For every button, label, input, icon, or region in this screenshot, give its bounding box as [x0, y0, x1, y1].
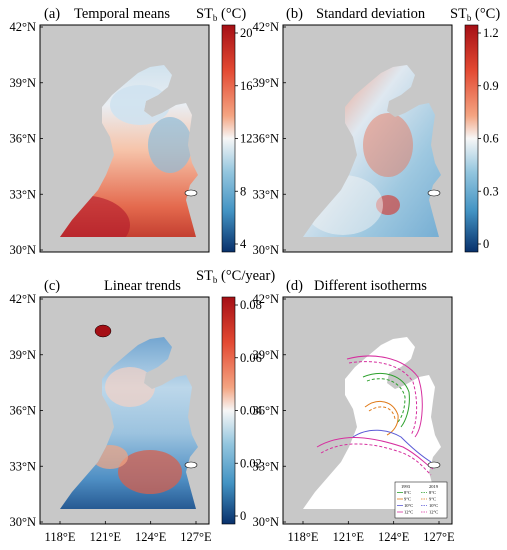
- colorbar-b: [464, 24, 479, 253]
- lon-tick-label: 127°E: [180, 530, 212, 544]
- legend-item-2019: 9°C: [429, 497, 436, 502]
- colorbar-tick-label: 16: [240, 79, 253, 93]
- colorbar-tick-label: 8: [240, 184, 246, 198]
- colorbar-tick-label: 0.06: [240, 351, 262, 365]
- legend-item-1993: 10°C: [404, 503, 413, 508]
- isotherm-lines: [316, 355, 434, 476]
- lat-tick-label: 42°N: [9, 20, 36, 34]
- lat-tick-label: 39°N: [252, 348, 279, 362]
- lon-tick-label: 124°E: [135, 530, 167, 544]
- lat-tick-label: 42°N: [252, 20, 279, 34]
- colorbar-tick-label: 12: [240, 132, 253, 146]
- lon-tick-label: 118°E: [45, 530, 76, 544]
- panel-c: [39, 296, 210, 525]
- lon-tick-label: 127°E: [423, 530, 455, 544]
- latitude-ticks: 42°N 39°N 36°N 33°N 30°N 42°N 39°N 36°N 33°N 30°N…: [9, 20, 286, 529]
- colorbar-ticks: 20 16 12 8 4 1.2 0.9 0.6 0.3 0 0.08 0.06 0.04 0.02 0: [235, 26, 499, 523]
- lat-tick-label: 39°N: [9, 76, 36, 90]
- lat-tick-label: 36°N: [9, 404, 36, 418]
- colorbar-tick-label: 0.9: [483, 79, 499, 93]
- colorbar-tick-label: 0.04: [240, 404, 263, 418]
- cb-a-label: STb (°C): [196, 6, 246, 23]
- lat-tick-label: 30°N: [9, 515, 36, 529]
- cb-b-label: STb (°C): [450, 6, 500, 23]
- legend-item-2019: 12°C: [429, 510, 438, 515]
- lat-tick-label: 39°N: [9, 348, 36, 362]
- panel-b-title: Standard deviation: [316, 6, 426, 22]
- lon-tick-label: 118°E: [288, 530, 319, 544]
- legend-item-2019: 10°C: [429, 503, 438, 508]
- lat-tick-label: 33°N: [252, 459, 279, 473]
- isotherm-legend: 1993 2019 8°C 8°C9°C 9°C10°C 10°C12°C 12°C: [394, 481, 448, 519]
- lon-tick-label: 124°E: [378, 530, 410, 544]
- colorbar-tick-label: 4: [240, 237, 247, 251]
- panel-d-tag: (d): [286, 278, 303, 294]
- lon-tick-label: 121°E: [90, 530, 122, 544]
- lat-tick-label: 39°N: [252, 76, 279, 90]
- colorbar-a: [221, 24, 236, 253]
- lat-tick-label: 36°N: [252, 132, 279, 146]
- lat-tick-label: 30°N: [252, 515, 279, 529]
- island: [184, 189, 198, 197]
- panel-c-title: Linear trends: [104, 278, 181, 294]
- colorbar-tick-label: 0.3: [483, 184, 499, 198]
- colorbar-tick-label: 0: [483, 237, 489, 251]
- panel-a-tag: (a): [44, 6, 60, 22]
- lat-tick-label: 36°N: [9, 132, 36, 146]
- longitude-ticks: 118°E 121°E 124°E 127°E 118°E 121°E 124°E 127°E: [45, 521, 455, 544]
- lat-tick-label: 33°N: [9, 459, 36, 473]
- panel-a: [39, 24, 210, 253]
- legend-col2: 2019: [429, 484, 439, 489]
- panel-d-title: Different isotherms: [314, 278, 427, 294]
- colorbar-tick-label: 0: [240, 509, 246, 523]
- panel-d: 1993 2019 8°C 8°C9°C 9°C10°C 10°C12°C 12°C: [282, 296, 453, 525]
- legend-col1: 1993: [401, 484, 411, 489]
- colorbar-tick-label: 1.2: [483, 26, 499, 40]
- lon-tick-label: 121°E: [333, 530, 365, 544]
- lat-tick-label: 42°N: [252, 292, 279, 306]
- lat-tick-label: 36°N: [252, 404, 279, 418]
- lat-tick-label: 33°N: [252, 187, 279, 201]
- panel-b-tag: (b): [286, 6, 303, 22]
- legend-item-2019: 8°C: [429, 490, 436, 495]
- panel-a-title: Temporal means: [74, 6, 170, 22]
- colorbar-tick-label: 0.6: [483, 132, 499, 146]
- lat-tick-label: 30°N: [9, 243, 36, 257]
- colorbar-tick-label: 20: [240, 26, 253, 40]
- cb-c-label: STb (°C/year): [196, 268, 275, 285]
- lat-tick-label: 30°N: [252, 243, 279, 257]
- panel-b: [282, 24, 453, 253]
- colorbar-tick-label: 0.08: [240, 298, 262, 312]
- colorbar-tick-label: 0.02: [240, 456, 262, 470]
- panel-c-tag: (c): [44, 278, 60, 294]
- legend-item-1993: 12°C: [404, 510, 413, 515]
- legend-item-1993: 8°C: [404, 490, 411, 495]
- lat-tick-label: 42°N: [9, 292, 36, 306]
- lat-tick-label: 33°N: [9, 187, 36, 201]
- legend-item-1993: 9°C: [404, 497, 411, 502]
- colorbar-c: [221, 296, 236, 525]
